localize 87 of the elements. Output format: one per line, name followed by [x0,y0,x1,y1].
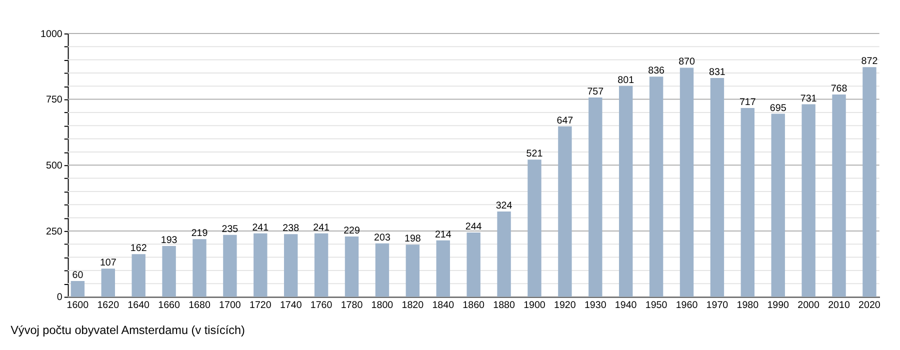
data-label: 193 [160,235,178,246]
data-label: 162 [130,243,147,254]
x-tick-label: 1960 [676,300,698,312]
data-label: 521 [526,148,543,160]
x-tick-label: 1920 [554,300,576,312]
data-label: 731 [800,93,817,104]
bar [680,68,694,297]
bar [344,236,359,297]
data-label: 244 [465,222,482,233]
data-label: 241 [252,222,269,234]
bar [284,234,298,297]
bar [862,67,876,297]
x-tick-label: 1930 [584,300,607,312]
data-label: 107 [100,258,116,269]
data-label: 872 [861,56,878,68]
x-tick-label: 1990 [767,300,790,312]
x-tick-label: 1620 [97,300,120,312]
x-tick-label: 1880 [493,300,516,312]
bar [710,78,724,297]
x-tick-label: 1680 [188,300,211,312]
data-label: 647 [556,115,574,126]
data-label: 229 [344,226,360,237]
x-tick-label: 1900 [524,300,546,312]
x-tick-label: 1820 [402,300,424,312]
data-label: 238 [282,223,300,234]
x-tick-label: 2000 [798,300,820,312]
data-label: 198 [404,234,422,245]
bar [740,108,755,297]
x-tick-label: 1640 [128,300,150,312]
bar [802,104,816,297]
data-label: 241 [313,222,330,234]
data-label: 717 [739,97,756,108]
data-label: 757 [587,86,604,98]
data-label: 214 [434,229,452,240]
bar [406,244,420,297]
text: Vývoj počtu obyvatel Amsterdamu (v tisících) [10,324,246,338]
x-tick-label: 1740 [280,300,302,312]
x-tick-label: 1940 [614,300,638,312]
x-tick-label: 1780 [340,300,364,312]
data-label: 219 [191,228,208,240]
data-label: 831 [709,67,726,78]
data-label: 324 [496,200,513,212]
y-tick-label: 750 [46,94,63,106]
bar [832,94,846,297]
x-tick-label: 1860 [462,300,486,312]
bar [162,246,176,297]
bar [618,86,633,297]
y-tick-label: 0 [56,292,63,304]
x-tick-label: 1660 [158,300,180,312]
bar [466,232,480,297]
data-label: 768 [830,84,848,95]
bar [223,234,237,297]
x-tick-label: 1950 [645,300,668,312]
y-tick-label: 1000 [40,28,63,40]
data-label: 836 [648,66,666,77]
y-tick-label: 250 [46,226,63,238]
x-tick-label: 1700 [219,300,242,312]
x-tick-label: 2010 [828,300,850,312]
bar [314,233,328,297]
bar [497,211,511,297]
data-label: 60 [72,270,84,282]
x-tick-label: 1970 [706,300,729,312]
bar [558,126,572,297]
x-tick-label: 2020 [858,300,881,312]
bar [192,239,206,297]
x-tick-label: 1720 [249,300,272,312]
bar [132,254,146,297]
bar [101,268,115,297]
y-tick-label: 500 [46,160,63,172]
bar [771,114,785,297]
x-tick-label: 1840 [432,300,455,312]
bar [254,233,268,297]
x-tick-label: 1760 [310,300,333,312]
data-label: 203 [374,232,391,244]
bar [528,160,542,297]
bar [375,243,390,297]
bar [436,240,450,297]
data-label: 695 [770,102,787,114]
bar [649,76,664,297]
x-tick-label: 1980 [736,300,760,312]
data-label: 801 [618,74,634,86]
x-tick-label: 1800 [371,300,394,312]
bar [588,97,602,297]
x-tick-label: 1600 [66,300,90,312]
data-label: 870 [678,56,696,68]
bar [70,280,85,297]
data-label: 235 [222,224,239,235]
